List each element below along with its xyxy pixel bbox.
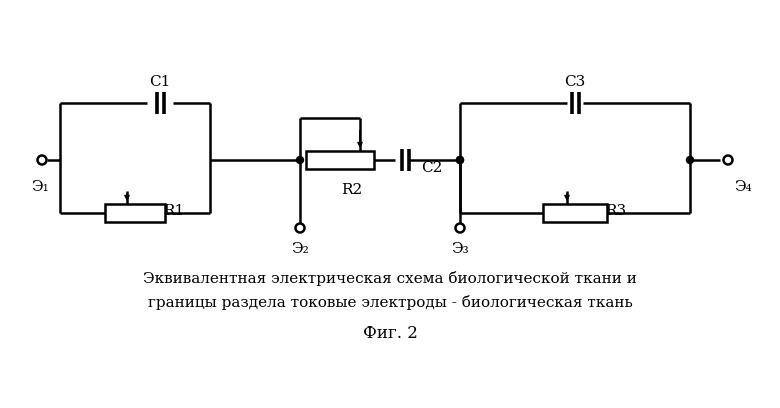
Circle shape: [686, 157, 693, 164]
Circle shape: [37, 155, 47, 164]
Circle shape: [456, 224, 465, 233]
Bar: [543, 204, 607, 222]
Text: Фиг. 2: Фиг. 2: [363, 326, 417, 342]
Text: Э₁: Э₁: [31, 180, 49, 194]
Text: R2: R2: [342, 183, 363, 197]
Text: Эквивалентная электрическая схема биологической ткани и: Эквивалентная электрическая схема биолог…: [143, 271, 637, 286]
Bar: [306, 151, 374, 169]
Circle shape: [724, 155, 732, 164]
Text: границы раздела токовые электроды - биологическая ткань: границы раздела токовые электроды - биол…: [147, 295, 633, 310]
Text: R1: R1: [163, 204, 184, 218]
Circle shape: [456, 157, 463, 164]
Text: C1: C1: [149, 75, 171, 89]
Circle shape: [296, 157, 303, 164]
Circle shape: [296, 224, 304, 233]
Bar: [105, 204, 165, 222]
Text: Э₃: Э₃: [451, 242, 469, 256]
Text: Э₂: Э₂: [291, 242, 309, 256]
Text: R3: R3: [605, 204, 626, 218]
Circle shape: [456, 157, 463, 164]
Text: C2: C2: [421, 161, 442, 175]
Text: Э₄: Э₄: [734, 180, 752, 194]
Text: C3: C3: [565, 75, 586, 89]
